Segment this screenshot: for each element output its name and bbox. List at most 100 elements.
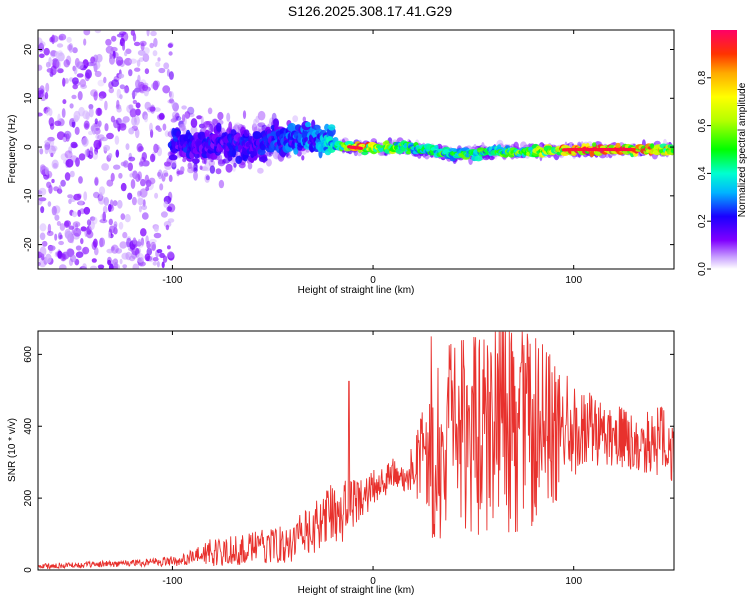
spectrogram-blob bbox=[181, 114, 186, 123]
spectrogram-blob bbox=[113, 221, 118, 229]
spectrogram-blob bbox=[89, 148, 93, 156]
spectrogram-blob bbox=[149, 106, 156, 112]
spectrogram-blob bbox=[138, 160, 144, 168]
spectrogram-frame bbox=[37, 29, 675, 270]
spectrogram-blob bbox=[95, 107, 103, 117]
spectrogram-blob bbox=[136, 253, 144, 263]
spectrogram-blob bbox=[137, 171, 142, 181]
spectrogram-ridge-cell bbox=[209, 152, 218, 160]
spectrogram-blob bbox=[226, 112, 231, 122]
spectrogram-blob bbox=[209, 165, 216, 174]
spectrogram-ridge-cell bbox=[592, 142, 597, 148]
spectrogram-blob bbox=[64, 78, 69, 84]
spectrogram-blob bbox=[156, 171, 162, 177]
spectrogram-blob bbox=[112, 200, 118, 207]
spectrogram-blob bbox=[233, 162, 237, 168]
spectrogram-blob bbox=[65, 133, 70, 142]
spectrogram-blob bbox=[39, 246, 47, 257]
spectrogram-blob bbox=[48, 245, 56, 252]
spectrogram-blob bbox=[49, 49, 57, 58]
spectrogram-blob bbox=[73, 227, 82, 237]
spectrogram-blob bbox=[70, 141, 78, 149]
spectrogram-blob bbox=[38, 251, 43, 259]
spectrogram-blob bbox=[204, 162, 211, 172]
spectrogram-blob bbox=[190, 118, 198, 128]
spectrogram-blob bbox=[144, 253, 151, 262]
spectrogram-blob bbox=[218, 179, 225, 189]
spectrogram-blob bbox=[98, 139, 102, 148]
spectrogram-blob bbox=[150, 153, 156, 163]
spectrogram-blob bbox=[84, 149, 90, 157]
spectrogram-blob bbox=[59, 223, 66, 231]
spectrogram-blob bbox=[156, 144, 160, 151]
spectrogram-blob bbox=[292, 115, 299, 123]
spectrogram-blob bbox=[178, 123, 186, 131]
spectrogram-blob bbox=[159, 252, 165, 259]
spectrogram-blob bbox=[141, 152, 147, 161]
spectrogram-blob bbox=[265, 158, 272, 167]
spectrogram-blob bbox=[155, 61, 161, 67]
spectrogram-blob bbox=[69, 170, 75, 178]
spectrogram-blob bbox=[137, 74, 141, 85]
spectrogram-blob bbox=[40, 94, 47, 102]
spectrogram-blob bbox=[58, 35, 64, 41]
spectrogram-ytick-label: -20 bbox=[23, 237, 34, 252]
spectrogram-blob bbox=[137, 197, 144, 206]
spectrogram-blob bbox=[51, 34, 55, 45]
spectrogram-blob bbox=[135, 241, 142, 247]
spectrogram-blob bbox=[43, 47, 50, 56]
spectrogram-blob bbox=[89, 57, 98, 67]
spectrogram-blob bbox=[255, 115, 260, 123]
spectrogram-blob bbox=[71, 211, 78, 218]
spectrogram-blob bbox=[132, 170, 138, 180]
spectrogram-ridge-cell bbox=[615, 142, 621, 149]
spectrogram-blob bbox=[75, 245, 82, 251]
spectrogram-blob bbox=[115, 56, 124, 66]
spectrogram-blob bbox=[242, 110, 247, 119]
snr-panel: -100 0 100 0 200 400 600 Height of straight li… bbox=[7, 330, 675, 596]
spectrogram-blob bbox=[93, 238, 98, 248]
spectrogram-blob bbox=[257, 110, 266, 121]
spectrogram-blob bbox=[48, 108, 53, 117]
spectrogram-blob bbox=[168, 174, 173, 182]
colorbar-tick-label: 0.8 bbox=[697, 70, 708, 84]
spectrogram-blob bbox=[101, 163, 109, 171]
spectrogram-blob bbox=[134, 115, 140, 126]
colorbar-gradient bbox=[711, 30, 737, 269]
spectrogram-blob bbox=[157, 127, 162, 132]
spectrogram-ridge-cell bbox=[305, 121, 311, 128]
spectrogram-blob bbox=[64, 172, 71, 181]
spectrogram-blob bbox=[106, 132, 114, 140]
spectrogram-blob bbox=[143, 114, 149, 123]
spectrogram-blob bbox=[193, 167, 198, 173]
spectrogram-blob bbox=[157, 57, 161, 62]
spectrogram-blob bbox=[90, 265, 98, 269]
spectrogram-blob bbox=[182, 157, 187, 163]
spectrogram-blob bbox=[132, 122, 138, 129]
spectrogram-blob bbox=[205, 175, 210, 181]
spectrogram-blob bbox=[149, 239, 157, 244]
spectrogram-blob bbox=[38, 46, 43, 52]
spectrogram-blob bbox=[85, 69, 92, 79]
spectrogram-blob bbox=[200, 115, 204, 126]
spectrogram-ytick-label: -10 bbox=[23, 188, 34, 203]
spectrogram-blob bbox=[81, 137, 89, 147]
spectrogram-blob bbox=[94, 118, 98, 125]
spectrogram-blob bbox=[89, 146, 94, 154]
spectrogram-blob bbox=[110, 115, 115, 123]
spectrogram-blob bbox=[167, 251, 175, 259]
spectrogram-blob bbox=[83, 206, 91, 215]
spectrogram-blob bbox=[83, 120, 90, 130]
spectrogram-blob bbox=[51, 145, 58, 152]
spectrogram-blob bbox=[138, 146, 144, 152]
spectrogram-blob bbox=[57, 250, 62, 259]
spectrogram-blob bbox=[54, 51, 60, 59]
spectrogram-blob bbox=[46, 230, 54, 237]
spectrogram-blob bbox=[152, 80, 159, 91]
spectrogram-blob bbox=[44, 91, 49, 100]
spectrogram-blob bbox=[97, 264, 105, 269]
spectrogram-blob bbox=[53, 186, 59, 192]
spectrogram-blob bbox=[90, 56, 96, 64]
spectrogram-blob bbox=[62, 136, 67, 142]
